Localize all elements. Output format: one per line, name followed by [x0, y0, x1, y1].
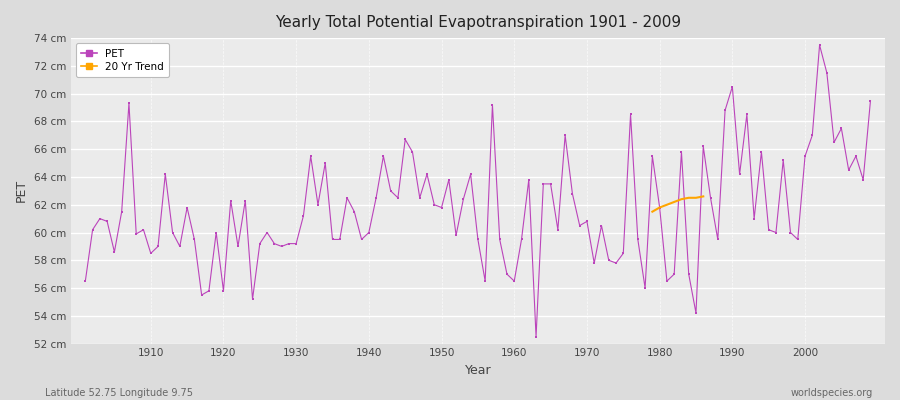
Title: Yearly Total Potential Evapotranspiration 1901 - 2009: Yearly Total Potential Evapotranspiratio… — [274, 15, 681, 30]
X-axis label: Year: Year — [464, 364, 491, 377]
Legend: PET, 20 Yr Trend: PET, 20 Yr Trend — [76, 43, 169, 77]
Text: worldspecies.org: worldspecies.org — [791, 388, 873, 398]
Text: Latitude 52.75 Longitude 9.75: Latitude 52.75 Longitude 9.75 — [45, 388, 193, 398]
Y-axis label: PET: PET — [15, 179, 28, 202]
